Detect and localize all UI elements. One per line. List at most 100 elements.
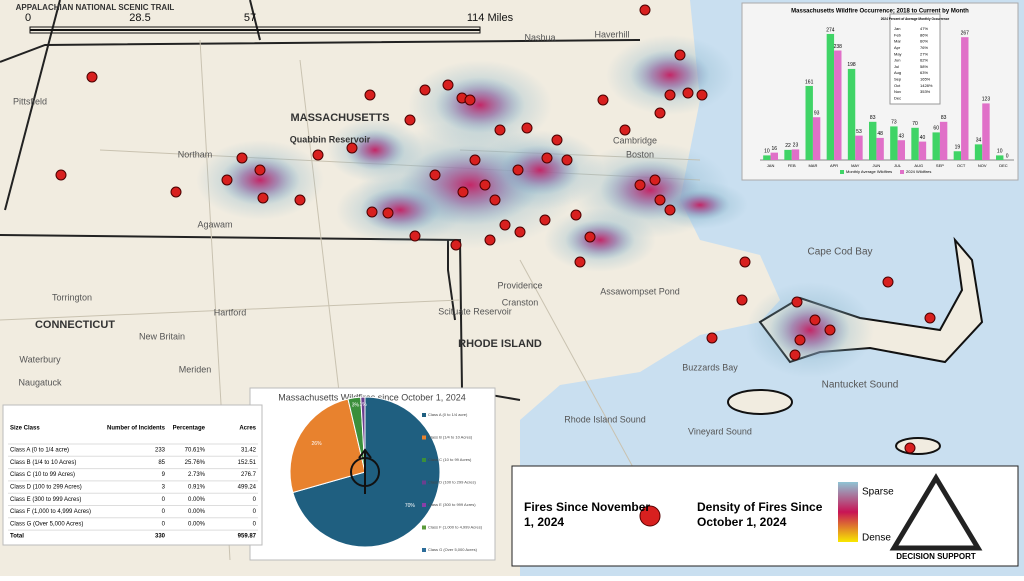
map-label: Cape Cod Bay (807, 247, 872, 258)
legend-swatch (422, 503, 426, 507)
bar (826, 33, 835, 160)
heat-blob (345, 130, 405, 170)
legend-label: 2024 Wildfires (906, 169, 931, 174)
density-ramp (838, 482, 858, 542)
table-header: Percentage (173, 426, 206, 432)
x-tick-label: DEC (999, 163, 1008, 168)
bar-label: 83 (941, 115, 947, 121)
legend-text: Fires Since November 1, 2024 (524, 500, 650, 529)
fire-points (55, 4, 936, 454)
bar (847, 68, 856, 160)
percent-value: 165% (920, 76, 931, 81)
bar (770, 152, 778, 160)
fire-point (457, 186, 469, 198)
fire-point (674, 49, 686, 61)
fire-point (539, 214, 551, 226)
fire-point (789, 349, 801, 361)
size-table (2, 404, 263, 546)
fire-point (541, 152, 553, 164)
legend-swatch (422, 413, 426, 417)
percent-month: Aug (894, 70, 901, 75)
slice-label: 1% (359, 402, 367, 408)
fire-point (664, 204, 676, 216)
fire-point (824, 324, 836, 336)
percent-table-title: 2024 Percent of Average Monthly Occurren… (881, 17, 950, 21)
x-tick-label: AUG (914, 163, 923, 168)
bar-label: 198 (847, 62, 856, 68)
percent-value: 60% (920, 39, 928, 44)
fire-point (809, 314, 821, 326)
fire-point (654, 107, 666, 119)
ramp-label: Sparse (862, 487, 894, 498)
bar (763, 155, 771, 160)
bar-label: 83 (870, 115, 876, 121)
fire-point (654, 194, 666, 206)
percent-month: Oct (894, 83, 901, 88)
bar-label: 19 (955, 145, 961, 151)
bar (805, 85, 813, 160)
fire-point (404, 114, 416, 126)
table-cell: 959.87 (238, 534, 257, 540)
slice-label: 3% (352, 403, 360, 409)
fire-point (366, 206, 378, 218)
map-label: Agawam (197, 219, 232, 229)
bar (876, 137, 884, 160)
pie-slice (292, 396, 441, 548)
table-cell: 499.24 (238, 484, 257, 490)
map-label: Buzzards Bay (682, 362, 738, 372)
x-tick-label: JUN (873, 163, 881, 168)
pie-slice (289, 398, 366, 494)
legend-swatch (422, 548, 426, 552)
table-cell: 0 (253, 521, 257, 527)
table-cell: Class B (1/4 to 10 Acres) (10, 460, 76, 466)
table-cell: 0.91% (188, 484, 206, 490)
map-label: RHODE ISLAND (458, 338, 542, 350)
percent-month: Apr (894, 45, 901, 50)
heat-blob (220, 155, 300, 205)
legend-text: Density of Fires Since October 1, 2024 (697, 500, 823, 529)
legend-label: Class B (1/4 to 10 Acres) (428, 435, 473, 440)
map-label: Pittsfield (13, 96, 47, 106)
heat-blob (670, 190, 730, 220)
bar-label: 23 (793, 143, 799, 149)
heat-blob (630, 50, 710, 100)
legend-swatch (422, 458, 426, 462)
map-label: Providence (497, 280, 542, 290)
fire-point (469, 154, 481, 166)
percent-month: Jan (894, 26, 900, 31)
fire-point (706, 332, 718, 344)
map-label: CONNECTICUT (35, 319, 115, 331)
x-tick-label: JUL (894, 163, 902, 168)
fire-point (682, 87, 694, 99)
bar-label: 93 (814, 111, 820, 117)
legend-label: Class F (1,000 to 4,999 Acres) (428, 525, 483, 530)
fire-point (382, 207, 394, 219)
fire-point (584, 231, 596, 243)
bar-label: 70 (912, 121, 918, 127)
map-label: Naugatuck (18, 377, 62, 387)
table-cell: Class G (Over 5,000 Acres) (10, 521, 83, 527)
fire-point (364, 89, 376, 101)
table-cell: 233 (155, 448, 166, 454)
legend-swatch (422, 525, 426, 530)
bar (974, 144, 983, 160)
fire-point (429, 169, 441, 181)
logo (889, 473, 983, 551)
legend-swatch (422, 435, 426, 440)
scale-label: 0 (25, 12, 31, 24)
bar-label: 53 (856, 129, 862, 135)
heatmap (196, 35, 874, 378)
legend-label: Monthly Average Wildfires (846, 169, 892, 174)
fire-point (570, 209, 582, 221)
map-label: Vineyard Sound (688, 426, 752, 436)
fire-point (561, 154, 573, 166)
fire-point (499, 219, 511, 231)
table-cell: 0 (162, 509, 166, 515)
fire-point (924, 312, 936, 324)
map-label: Quabbin Reservoir (290, 134, 371, 144)
map-label: Waterbury (19, 354, 61, 364)
fire-point (450, 239, 462, 251)
fire-point (419, 84, 431, 96)
fire-point (649, 174, 661, 186)
percent-month: Dec (894, 95, 901, 100)
